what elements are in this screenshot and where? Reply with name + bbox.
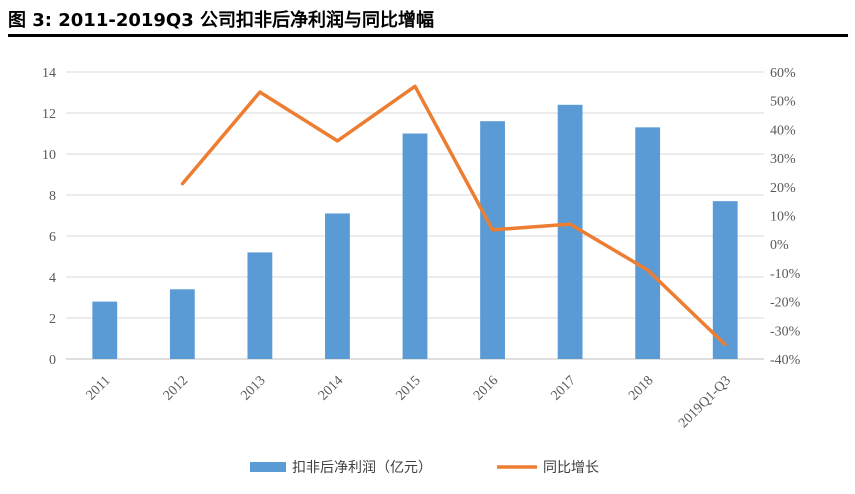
right-axis-ticks: -40% -30% -20% -10% 0% 10% 20% 30% 40% 50% 60% (770, 66, 801, 368)
y-right-tick-label: 10% (770, 210, 796, 225)
x-tick-label: 2017 (549, 373, 579, 403)
figure-title: 图 3: 2011-2019Q3 公司扣非后净利润与同比增幅 (8, 10, 435, 31)
bar-2012 (169, 289, 195, 359)
x-tick-label: 2011 (84, 373, 114, 403)
y-left-tick-label: 12 (42, 107, 56, 122)
x-axis-ticks: 2011 2012 2013 2014 2015 2016 2017 2018 2019Q1-Q… (84, 373, 734, 431)
bar-2017 (557, 104, 583, 359)
growth-line-layer (180, 84, 727, 347)
x-tick-label: 2012 (161, 373, 191, 403)
y-right-tick-label: -40% (770, 353, 801, 368)
bar-2011 (92, 301, 118, 359)
y-right-tick-label: -10% (770, 267, 801, 282)
left-axis-ticks: 0 2 4 6 8 10 12 14 (42, 66, 56, 368)
y-right-tick-label: 0% (770, 238, 789, 253)
x-tick-label: 2019Q1-Q3 (676, 373, 734, 431)
y-right-tick-label: -20% (770, 296, 801, 311)
x-tick-label: 2014 (316, 373, 346, 403)
x-tick-label: 2013 (238, 373, 268, 403)
bar-2019Q1-Q3 (712, 201, 738, 359)
legend-bar-swatch (250, 462, 286, 472)
growth-point-2017 (568, 222, 572, 226)
growth-point-2019Q1-Q3 (723, 343, 727, 347)
growth-point-2012 (180, 182, 184, 186)
x-tick-label: 2016 (471, 373, 501, 403)
y-right-tick-label: 30% (770, 152, 796, 167)
growth-point-2016 (491, 228, 495, 232)
legend-line-label: 同比增长 (543, 460, 599, 476)
growth-point-2018 (646, 268, 650, 272)
growth-point-2015 (413, 84, 417, 88)
bars (92, 104, 738, 359)
x-tick-label: 2015 (393, 373, 423, 403)
y-left-tick-label: 6 (49, 230, 56, 245)
growth-point-2014 (335, 139, 339, 143)
growth-point-2013 (258, 90, 262, 94)
y-left-tick-label: 2 (49, 312, 56, 327)
bar-2015 (402, 133, 428, 359)
bar-2016 (480, 121, 505, 359)
y-right-tick-label: -30% (770, 324, 801, 339)
y-left-tick-label: 0 (49, 353, 56, 368)
growth-line (180, 84, 727, 346)
y-left-tick-label: 4 (49, 271, 56, 286)
title-rule (8, 34, 848, 37)
bar-2013 (247, 252, 273, 359)
bar-2014 (325, 213, 350, 359)
y-left-tick-label: 8 (49, 189, 56, 204)
x-tick-label: 2018 (626, 373, 656, 403)
y-right-tick-label: 20% (770, 181, 796, 196)
y-right-tick-label: 40% (770, 123, 796, 138)
legend: 扣非后净利润（亿元） 同比增长 (250, 460, 599, 476)
bar-2018 (635, 127, 661, 359)
y-right-tick-label: 50% (770, 95, 796, 110)
y-right-tick-label: 60% (770, 66, 796, 81)
legend-bar-label: 扣非后净利润（亿元） (292, 460, 432, 476)
y-left-tick-label: 14 (42, 66, 56, 81)
y-left-tick-label: 10 (42, 148, 56, 163)
